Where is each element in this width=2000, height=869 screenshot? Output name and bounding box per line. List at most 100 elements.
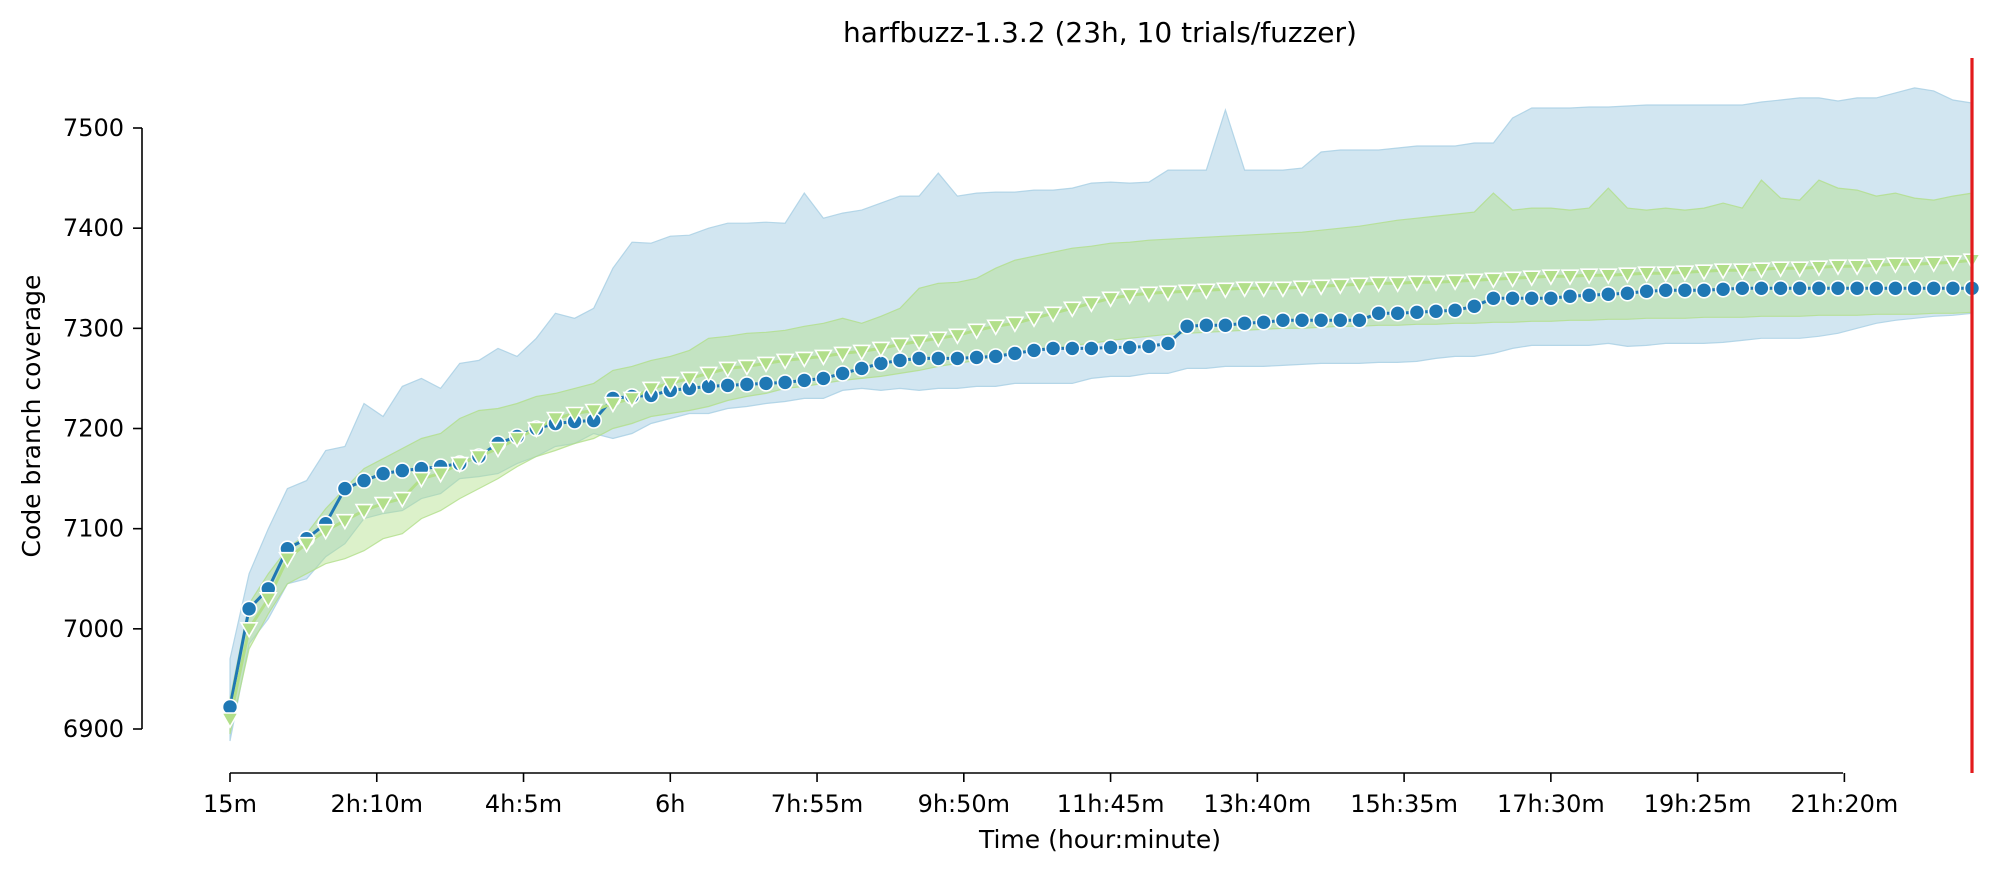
series-2-point <box>1024 311 1044 328</box>
x-tick-label: 11h:45m <box>1057 790 1165 818</box>
y-tick-label: 7200 <box>63 415 124 443</box>
series-1-point <box>1274 311 1292 329</box>
series-2-point <box>1426 275 1446 292</box>
series-1-point <box>1734 279 1751 297</box>
series-2-point <box>1866 258 1886 275</box>
series-1-point <box>1159 335 1177 352</box>
series-2-point <box>1120 288 1140 305</box>
series-2-point <box>603 396 623 414</box>
series-2-point <box>1177 284 1197 301</box>
series-2-point <box>833 346 852 364</box>
series-1-point <box>1044 340 1062 357</box>
y-tick-label: 7000 <box>63 615 124 643</box>
series-2-point <box>1847 259 1867 276</box>
series-2-point <box>1579 268 1599 285</box>
series-2-point <box>794 351 814 369</box>
series-2-point <box>1503 271 1522 288</box>
series-2-point <box>1273 281 1293 298</box>
series-1-point <box>336 480 354 497</box>
series-1-point <box>1006 345 1024 362</box>
series-1-point <box>1485 289 1502 307</box>
series-1-point <box>1638 282 1655 300</box>
series-1-point <box>1542 289 1560 307</box>
series-2-point <box>1598 268 1618 285</box>
series-1-point <box>1523 289 1540 307</box>
y-tick-label: 7100 <box>63 515 124 543</box>
series-2-point <box>584 403 604 421</box>
series-2-point <box>1560 269 1580 286</box>
series-2-point <box>948 328 967 345</box>
series-1-point <box>1217 316 1234 334</box>
series-2-point <box>1369 276 1388 293</box>
series-2-point <box>1694 264 1714 281</box>
y-tick-label: 6900 <box>63 715 124 743</box>
series-1-point <box>1178 317 1196 335</box>
series-1-point <box>1791 279 1808 297</box>
series-1-point <box>1102 339 1119 356</box>
series-2-point <box>1656 266 1676 283</box>
series-2-point <box>641 381 661 399</box>
series-2-point <box>1445 274 1465 291</box>
series-1-point <box>910 350 928 367</box>
series-2-point <box>1905 257 1924 274</box>
series-2-point <box>660 376 680 394</box>
series-2-point <box>450 456 470 474</box>
series-2-point <box>278 551 297 569</box>
series-1-point <box>1925 279 1942 297</box>
y-tick-label: 7400 <box>63 214 124 242</box>
series-1-point <box>834 365 851 382</box>
series-2-point <box>852 344 872 362</box>
x-tick-label: 19h:25m <box>1644 790 1752 818</box>
series-2-point <box>1196 283 1216 300</box>
series-2-point <box>1216 282 1235 299</box>
series-2-point <box>373 496 393 514</box>
series-1-point <box>1389 304 1406 322</box>
series-2-point <box>737 359 757 377</box>
series-2-point <box>699 366 718 384</box>
confidence-bands <box>229 87 1973 742</box>
series-1-point <box>1083 340 1100 357</box>
series-1-point <box>1255 313 1272 331</box>
series-1-point <box>1848 279 1866 297</box>
series-2-point <box>335 513 355 531</box>
series-2-point <box>220 712 240 729</box>
series-2-point <box>1732 263 1752 280</box>
series-2-point <box>1158 285 1178 302</box>
series-2-point <box>1828 259 1848 276</box>
x-tick-label: 2h:10m <box>331 790 423 818</box>
x-tick-label: 4h:5m <box>485 790 562 818</box>
series-2-point <box>1082 296 1101 313</box>
series-1-point <box>240 600 258 618</box>
series-1-point <box>1810 279 1828 297</box>
series-2-point <box>986 319 1006 336</box>
series-2-point <box>1311 279 1331 296</box>
series-1-point <box>1025 342 1043 359</box>
series-2-point <box>1771 261 1790 278</box>
series-2-point <box>354 503 374 521</box>
series-1-point <box>949 350 966 367</box>
series-2-point <box>565 406 584 424</box>
series-2-point <box>1618 267 1637 284</box>
series-1-point <box>1064 340 1081 357</box>
series-1-point <box>1332 311 1349 329</box>
series-2-point <box>507 431 527 449</box>
series-2-point <box>1809 260 1829 277</box>
x-tick-label: 21h:20m <box>1790 790 1898 818</box>
series-2-point <box>680 371 699 389</box>
series-2-band <box>229 179 1973 735</box>
series-1-point <box>929 350 947 367</box>
series-2-point <box>718 361 738 379</box>
series-2-point <box>890 337 910 355</box>
series-1-point <box>1944 279 1962 297</box>
series-1-point <box>968 349 985 366</box>
series-2-point <box>775 353 795 371</box>
chart-title: harfbuzz-1.3.2 (23h, 10 trials/fuzzer) <box>843 16 1357 49</box>
series-2-point <box>1043 306 1063 323</box>
series-1-point <box>1312 311 1330 329</box>
series-2-point <box>1790 261 1810 278</box>
series-1-point <box>1600 285 1617 303</box>
series-1-point <box>1370 304 1387 322</box>
series-1-point <box>891 352 909 369</box>
series-2-point <box>1886 257 1905 274</box>
